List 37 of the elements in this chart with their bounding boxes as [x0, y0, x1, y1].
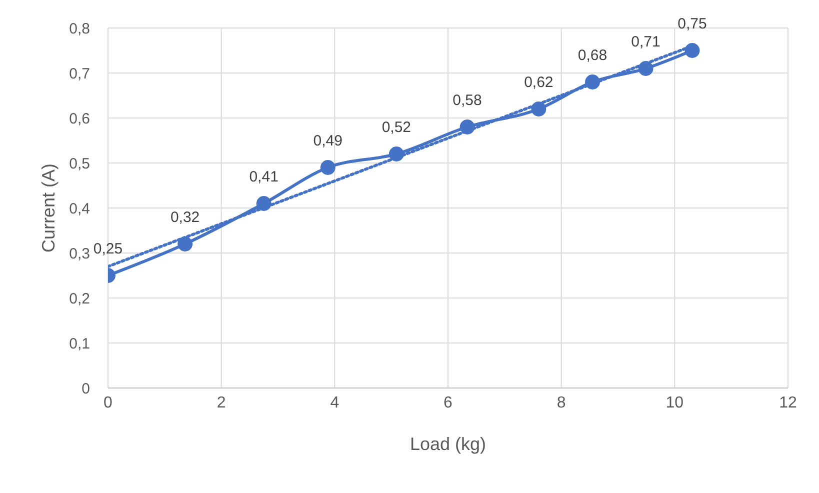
x-tick-label: 0	[104, 394, 113, 412]
x-tick-label: 12	[779, 394, 797, 412]
x-tick-label: 8	[556, 394, 566, 412]
data-label: 0,41	[249, 168, 278, 186]
x-axis-title: Load (kg)	[410, 434, 486, 454]
x-tick-label: 2	[216, 394, 226, 412]
data-label: 0,68	[578, 47, 608, 64]
point	[531, 102, 546, 116]
data-label: 0,32	[170, 209, 200, 226]
point	[388, 146, 404, 162]
y-tick-label: 0,7	[69, 65, 90, 82]
y-tick-label: 0,5	[69, 155, 90, 172]
x-tick-label: 6	[444, 394, 453, 412]
data-label: 0,62	[524, 74, 554, 91]
y-tick-label: 0,8	[69, 20, 90, 38]
y-tick-label: 0,3	[69, 245, 90, 262]
point	[178, 236, 193, 252]
y-axis-title: Current (A)	[38, 163, 58, 253]
data-label: 0,75	[678, 16, 707, 32]
point	[320, 160, 336, 175]
x-tick-label: 4	[330, 394, 340, 412]
point	[460, 120, 475, 134]
data-label: 0,52	[382, 119, 412, 136]
point	[256, 196, 272, 211]
point	[638, 61, 654, 76]
point	[585, 74, 600, 90]
data-label: 0,71	[631, 34, 660, 50]
point	[684, 43, 700, 58]
data-label: 0,49	[313, 132, 342, 150]
x-tick-label: 10	[666, 394, 684, 412]
y-tick-label: 0,6	[69, 110, 90, 128]
y-tick-label: 0	[82, 380, 90, 398]
y-tick-label: 0,1	[69, 335, 90, 352]
y-tick-label: 0,2	[69, 290, 90, 308]
data-label: 0,25	[93, 240, 123, 258]
y-tick-label: 0,4	[69, 200, 90, 218]
data-label: 0,58	[452, 92, 482, 109]
